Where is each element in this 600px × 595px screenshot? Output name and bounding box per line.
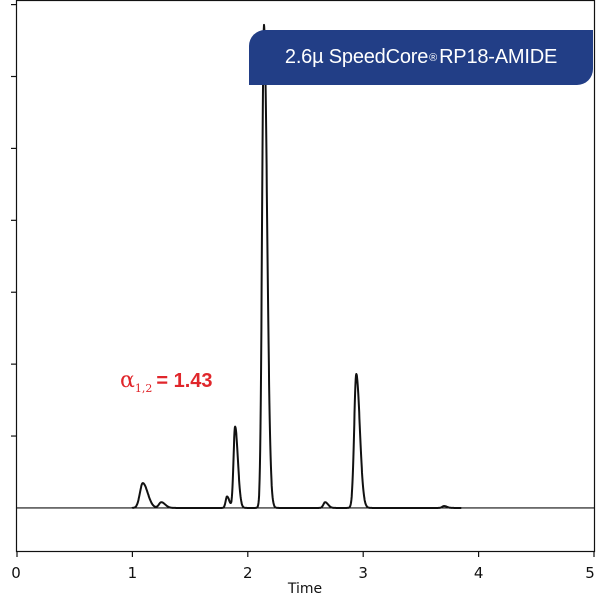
selectivity-annotation: α1,2 = 1.43 — [120, 368, 213, 395]
x-tick-label: 1 — [128, 564, 138, 582]
badge-main-text: 2.6µ SpeedCore — [284, 46, 429, 68]
column-name-badge: 2.6µ SpeedCore ® RP18-AMIDE — [249, 30, 593, 85]
x-tick-label: 5 — [585, 564, 595, 582]
x-tick-label: 3 — [358, 564, 368, 582]
y-axis-ticks — [11, 3, 17, 437]
x-axis-title: Time — [287, 581, 322, 595]
x-tick-label: 0 — [11, 564, 21, 582]
alpha-symbol: α — [120, 368, 135, 393]
alpha-value: = 1.43 — [156, 370, 213, 392]
alpha-subscript: 1,2 — [134, 382, 153, 395]
x-tick-label: 2 — [243, 564, 253, 582]
x-axis-ticks: 0 1 2 3 4 5 — [11, 551, 595, 582]
chromatogram-trace — [131, 23, 462, 509]
plot-frame — [15, 0, 596, 553]
registered-mark: ® — [429, 51, 438, 64]
badge-tail-text: RP18-AMIDE — [439, 46, 558, 68]
x-tick-label: 4 — [474, 564, 484, 582]
